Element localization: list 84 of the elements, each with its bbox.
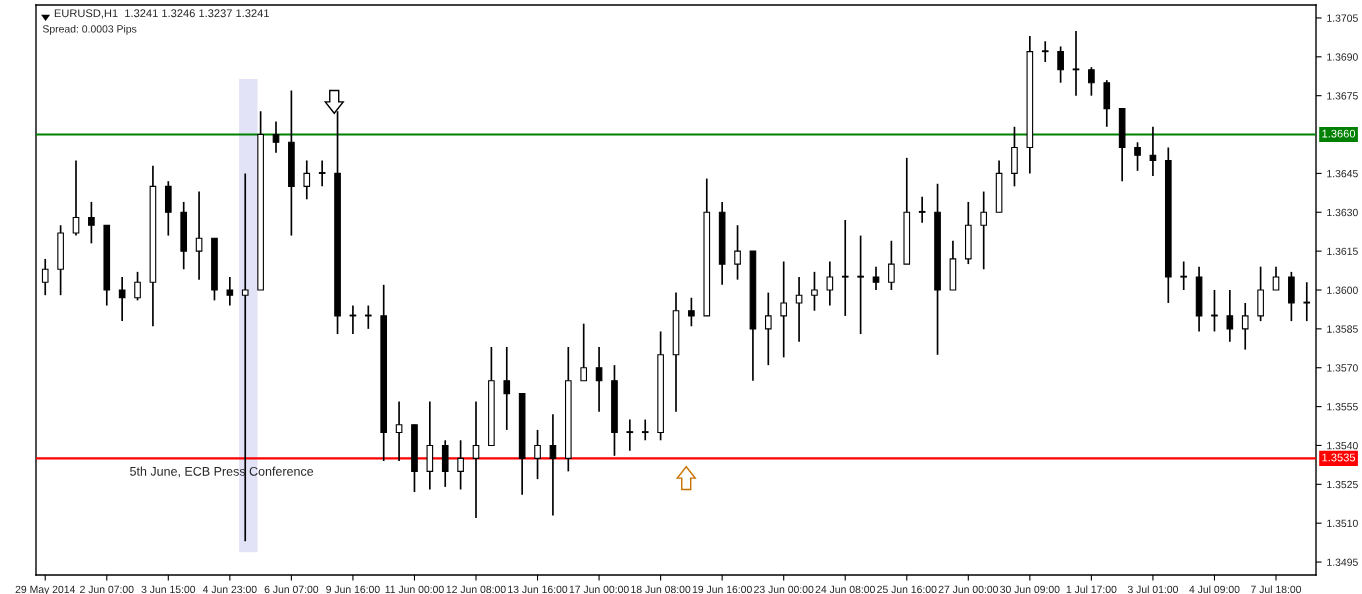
x-tick-label: 11 Jun 00:00 [385,585,444,594]
candlestick [472,400,480,519]
candlestick [1134,141,1141,172]
x-tick-label: 3 Jun 15:00 [141,585,196,594]
candlestick [811,271,818,312]
candlestick [1272,265,1280,291]
candlestick [503,346,511,431]
x-tick-label: 7 Jul 18:00 [1251,585,1302,594]
x-tick-label: 4 Jul 09:00 [1189,585,1240,594]
candlestick [795,276,803,343]
candlestick [780,260,788,359]
y-tick-label: 1.3510 [1327,519,1358,528]
candlestick [272,120,280,154]
candlestick [980,190,988,271]
candlestick [826,260,834,307]
candlestick [349,304,357,335]
candlestick [549,413,557,517]
y-tick-label: 1.3555 [1327,403,1358,411]
x-tick-label: 3 Jul 01:00 [1127,585,1178,594]
candlestick [888,239,895,291]
candlestick [395,400,403,462]
x-tick-label: 1 Jul 17:00 [1066,585,1117,594]
x-tick-label: 27 Jun 00:00 [938,585,999,594]
candlestick [457,439,464,491]
x-tick-label: 24 Jun 08:00 [815,585,875,594]
candlestick [1088,66,1095,97]
candlestick [226,276,234,307]
ref-line-label: 1.3535 [1322,453,1356,462]
y-tick-label: 1.3705 [1327,14,1358,22]
y-tick-label: 1.3690 [1327,53,1358,61]
candlestick [41,258,49,297]
candlestick [88,201,95,245]
x-tick-label: 25 Jun 16:00 [877,585,937,594]
candlestick [626,418,634,452]
y-tick-label: 1.3630 [1327,208,1358,217]
y-tick-label: 1.3645 [1327,169,1358,178]
y-tick-label: 1.3675 [1327,92,1358,100]
x-tick-label: 6 Jun 07:00 [264,585,319,594]
candlestick [1057,45,1064,84]
y-tick-label: 1.3600 [1327,286,1358,294]
candlestick [1041,40,1049,63]
chart-title: EURUSD,H1 1.3241 1.3246 1.3237 1.3241 [54,9,269,19]
x-tick-label: 18 Jun 08:00 [631,585,691,594]
x-tick-label: 19 Jun 16:00 [692,585,752,594]
x-tick-label: 13 Jun 16:00 [508,585,568,594]
y-tick-label: 1.3495 [1327,558,1358,566]
candlestick [595,346,603,413]
x-tick-label: 2 Jun 07:00 [80,585,134,594]
candlestick [1303,281,1311,322]
candlestick [872,265,880,291]
candlestick [534,429,541,480]
y-tick-label: 1.3585 [1327,325,1358,333]
candlestick [1211,289,1218,333]
candlestick [1072,30,1080,97]
ref-line-label: 1.3660 [1322,129,1356,138]
x-tick-label: 30 Jun 09:00 [1000,585,1060,594]
x-tick-label: 9 Jun 16:00 [326,585,380,594]
candlestick [641,418,649,442]
x-tick-label: 4 Jun 23:00 [202,585,257,594]
candlestick [918,195,926,224]
y-tick-label: 1.3525 [1327,480,1358,489]
x-tick-label: 23 Jun 00:00 [754,585,814,594]
candlestick [734,224,741,281]
candlestick [688,296,695,328]
y-tick-label: 1.3570 [1327,364,1358,372]
candlestick [134,271,141,302]
candlestick [580,322,588,382]
y-tick-label: 1.3540 [1327,441,1358,450]
candlestick [118,276,126,322]
candlestick [857,234,864,335]
x-tick-label: 17 Jun 00:00 [569,585,629,594]
y-tick-label: 1.3615 [1327,247,1358,256]
candlestick [764,291,772,366]
candlestick [303,159,311,201]
x-tick-label: 12 Jun 08:00 [446,585,506,594]
candlestick [841,219,849,317]
text: Spread: 0.0003 Pips [42,24,137,35]
candlestick [364,304,372,330]
candlestick [318,159,326,188]
candlestick [1241,302,1249,351]
candlestick [1180,260,1188,291]
candlestick [1226,289,1234,343]
candlestick [72,159,80,237]
candlestick [195,190,203,281]
